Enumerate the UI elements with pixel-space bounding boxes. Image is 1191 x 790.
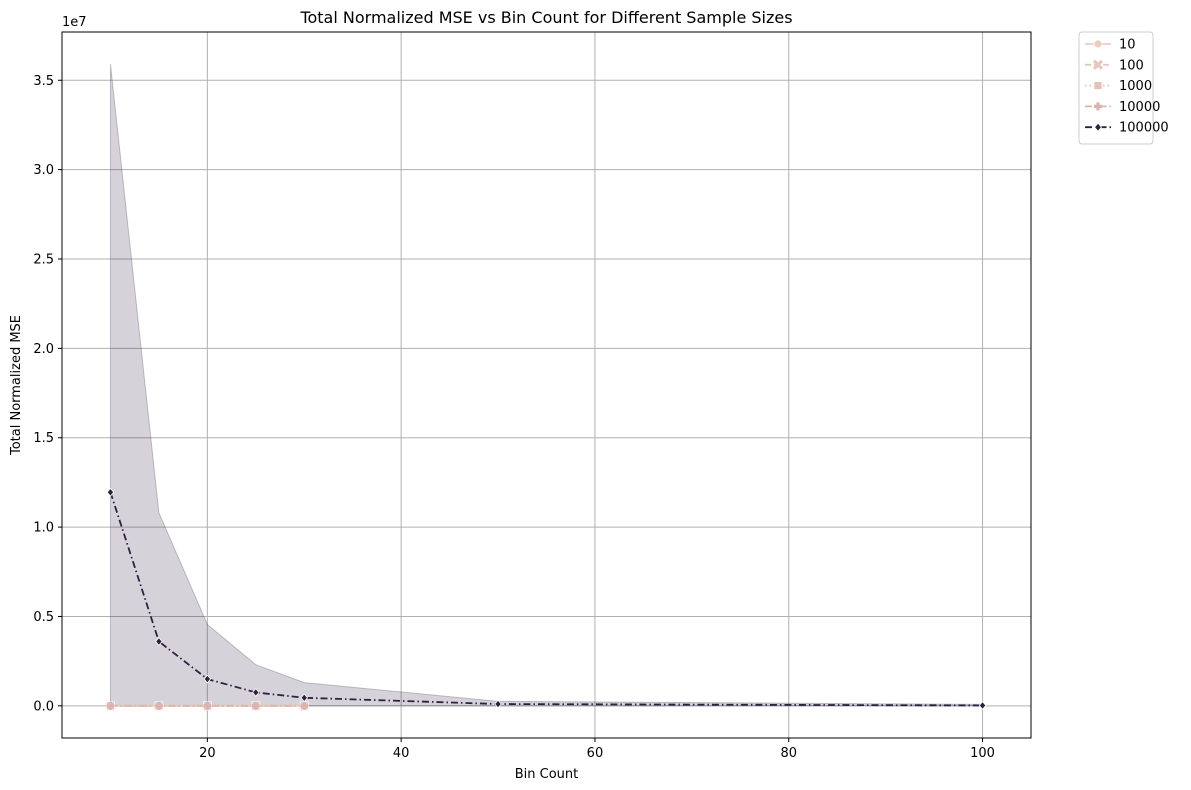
legend-marker-10 xyxy=(1093,39,1103,49)
data-point-10000 xyxy=(203,701,212,710)
legend-label: 100 xyxy=(1119,58,1144,73)
y-tick-label: 2.5 xyxy=(33,252,54,267)
data-point-10000 xyxy=(251,701,260,710)
series-markers xyxy=(105,487,987,711)
chart-title: Total Normalized MSE vs Bin Count for Di… xyxy=(299,8,792,27)
plot-frame xyxy=(61,31,1032,739)
x-axis-label: Bin Count xyxy=(515,767,579,782)
legend-marker-100 xyxy=(1092,59,1104,70)
x-axis-ticks: 20 40 60 80 100 xyxy=(199,738,995,761)
legend-label: 10 xyxy=(1119,38,1136,53)
legend-label: 1000 xyxy=(1119,79,1152,94)
grid-lines xyxy=(62,32,1031,738)
data-point-10000 xyxy=(300,701,309,710)
data-point-100000 xyxy=(106,487,115,497)
legend: 10 100 1000 10000 100000 xyxy=(1078,31,1169,145)
legend-label: 100000 xyxy=(1119,121,1169,136)
legend-marker-10000 xyxy=(1094,102,1102,111)
data-point-100000 xyxy=(300,693,308,703)
y-tick-label: 0.5 xyxy=(33,610,54,625)
data-point-100000 xyxy=(155,637,163,646)
data-point-100000 xyxy=(978,701,987,710)
y-tick-label: 3.0 xyxy=(33,163,54,178)
legend-marker-100000 xyxy=(1094,122,1102,132)
y-tick-label: 1.0 xyxy=(33,521,54,536)
y-tick-label: 1.5 xyxy=(33,431,54,446)
x-tick-label: 20 xyxy=(199,746,216,761)
y-tick-label: 2.0 xyxy=(33,342,54,357)
data-point-10000 xyxy=(154,701,163,710)
x-tick-label: 80 xyxy=(780,746,797,761)
data-point-100000 xyxy=(203,674,212,684)
y-axis-multiplier: 1e7 xyxy=(62,15,87,30)
data-point-100000 xyxy=(494,699,502,709)
y-axis-label: Total Normalized MSE xyxy=(9,315,24,456)
legend-marker-1000 xyxy=(1093,81,1103,90)
x-tick-label: 100 xyxy=(970,746,995,761)
x-tick-label: 40 xyxy=(393,746,410,761)
y-axis-ticks: 0.0 0.5 1.0 1.5 2.0 2.5 3.0 3.5 xyxy=(33,74,62,714)
y-tick-label: 3.5 xyxy=(33,74,54,89)
legend-label: 10000 xyxy=(1119,100,1160,115)
data-point-10000 xyxy=(106,701,115,710)
y-tick-label: 0.0 xyxy=(33,699,54,714)
x-tick-label: 60 xyxy=(587,746,604,761)
legend-box xyxy=(1078,31,1154,145)
data-point-100000 xyxy=(252,687,260,697)
